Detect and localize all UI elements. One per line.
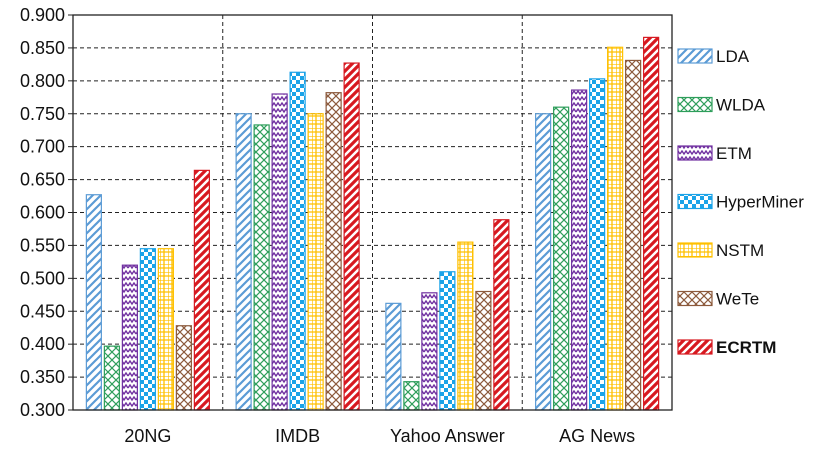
bar-lda-20ng [85,194,102,411]
x-category-label: IMDB [275,426,320,446]
bar-ecrtm-yahoo-answer [493,219,510,411]
bar-wlda-yahoo-answer [403,381,420,411]
bar-ecrtm-ag-news [643,36,660,411]
y-tick-label: 0.300 [20,400,65,420]
bar-ecrtm-imdb [343,62,360,411]
bar-nstm-ag-news [607,46,624,411]
y-tick-label: 0.800 [20,71,65,91]
bar-etm-yahoo-answer [421,292,438,411]
bar-hyperminer-imdb [289,71,306,411]
legend-swatch-etm [677,145,713,161]
x-axis-categories: 20NG IMDB Yahoo Answer AG News [124,426,635,446]
legend-label-wlda: WLDA [716,96,766,115]
legend-swatch-ecrtm [677,339,713,355]
bar-lda-imdb [235,113,252,411]
x-category-label: 20NG [124,426,171,446]
y-tick-label: 0.350 [20,367,65,387]
legend-label-lda: LDA [716,47,750,66]
legend: LDA WLDA ETM HyperMiner NSTM WeTe ECRTM [677,47,804,357]
legend-label-etm: ETM [716,144,752,163]
x-category-label: Yahoo Answer [390,426,505,446]
bar-wete-imdb [325,92,342,411]
y-tick-label: 0.450 [20,301,65,321]
bar-wlda-20ng [103,345,120,411]
y-tick-label: 0.600 [20,203,65,223]
legend-swatch-nstm [677,242,713,258]
bar-wlda-imdb [253,124,270,411]
bar-ecrtm-20ng [193,169,210,411]
bars [85,36,660,411]
legend-label-hyperminer: HyperMiner [716,193,804,212]
legend-swatch-hyperminer [677,193,713,210]
y-tick-label: 0.750 [20,104,65,124]
bar-lda-ag-news [535,113,552,411]
bar-etm-ag-news [571,89,588,411]
bar-etm-imdb [271,93,288,411]
legend-label-nstm: NSTM [716,241,764,260]
y-tick-label: 0.550 [20,235,65,255]
bar-lda-yahoo-answer [385,302,402,411]
bar-wete-yahoo-answer [475,290,492,411]
y-tick-label: 0.900 [20,5,65,25]
bar-wlda-ag-news [553,106,570,411]
bar-nstm-yahoo-answer [457,241,474,411]
legend-label-ecrtm: ECRTM [716,338,776,357]
bar-wete-20ng [175,325,192,411]
bar-etm-20ng [121,264,138,411]
y-tick-label: 0.700 [20,137,65,157]
y-tick-label: 0.400 [20,334,65,354]
legend-swatch-lda [677,48,713,64]
legend-swatch-wete [677,290,713,307]
y-tick-label: 0.850 [20,38,65,58]
legend-label-wete: WeTe [716,290,759,309]
bar-hyperminer-yahoo-answer [439,271,456,411]
bar-hyperminer-ag-news [589,78,606,411]
bar-hyperminer-20ng [139,248,156,411]
bar-nstm-imdb [307,113,324,411]
bar-nstm-20ng [157,248,174,411]
y-tick-label: 0.500 [20,268,65,288]
x-category-label: AG News [559,426,635,446]
bar-wete-ag-news [625,59,642,411]
y-tick-label: 0.650 [20,170,65,190]
y-axis-ticks: 0.300 0.350 0.400 0.450 0.500 0.550 0.600 0.650… [20,5,73,420]
legend-swatch-wlda [677,96,713,113]
